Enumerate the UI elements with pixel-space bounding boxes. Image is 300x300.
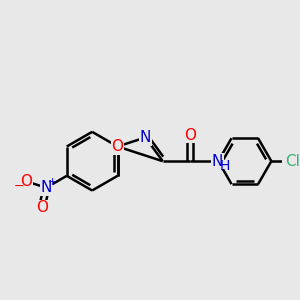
Text: N: N bbox=[212, 154, 223, 169]
Text: H: H bbox=[220, 159, 230, 173]
Text: N: N bbox=[140, 130, 151, 145]
Text: O: O bbox=[184, 128, 196, 143]
Text: −: − bbox=[14, 180, 25, 193]
Text: +: + bbox=[48, 177, 57, 187]
Text: O: O bbox=[20, 174, 32, 189]
Text: Cl: Cl bbox=[285, 154, 300, 169]
Text: O: O bbox=[112, 139, 124, 154]
Text: N: N bbox=[40, 180, 52, 195]
Text: O: O bbox=[36, 200, 48, 215]
